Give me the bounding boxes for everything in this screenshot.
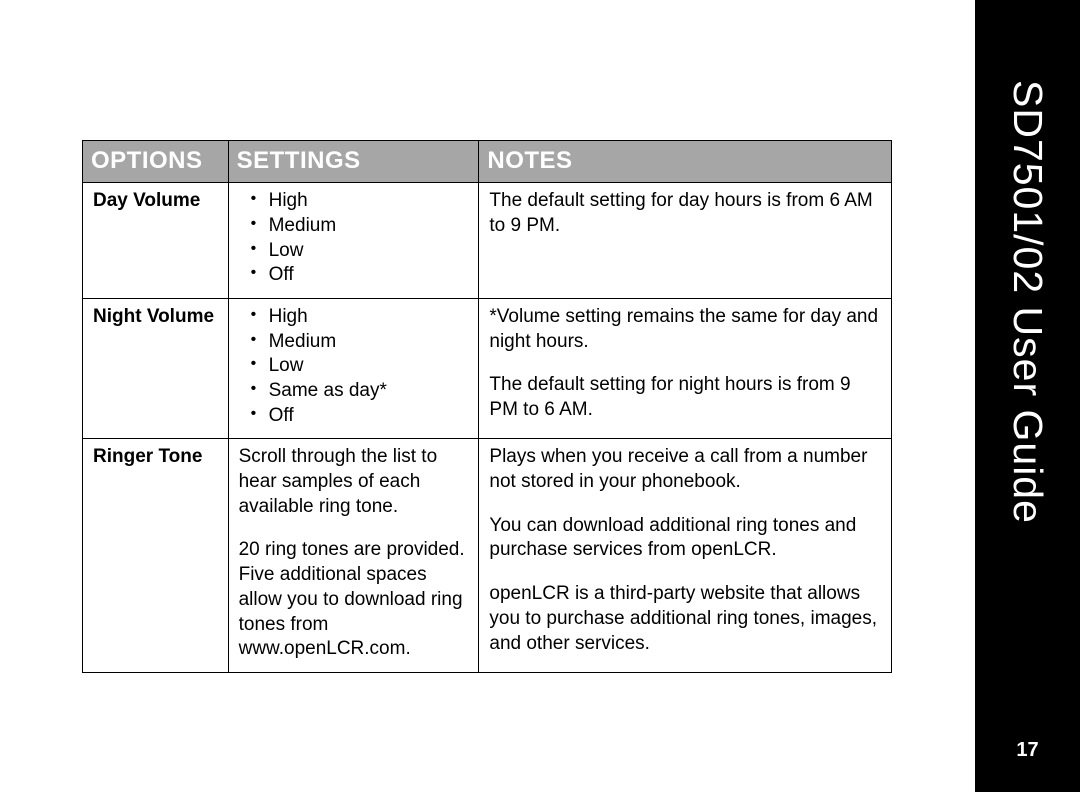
document-title: SD7501/02 User Guide bbox=[1004, 80, 1051, 524]
option-label: Day Volume bbox=[83, 183, 229, 299]
settings-text: 20 ring tones are provided. bbox=[239, 538, 471, 563]
settings-cell: High Medium Low Off bbox=[228, 183, 479, 299]
settings-text: Scroll through the list to hear samples … bbox=[239, 445, 471, 519]
list-item: Low bbox=[257, 239, 471, 264]
header-settings: SETTINGS bbox=[228, 141, 479, 183]
table-header-row: OPTIONS SETTINGS NOTES bbox=[83, 141, 892, 183]
page-number: 17 bbox=[1016, 739, 1038, 762]
list-item: Same as day* bbox=[257, 379, 471, 404]
note-text: *Volume setting remains the same for day… bbox=[489, 305, 883, 354]
notes-cell: Plays when you receive a call from a num… bbox=[479, 439, 892, 673]
list-item: Off bbox=[257, 404, 471, 429]
page: SD7501/02 User Guide 17 OPTIONS SETTINGS… bbox=[0, 0, 1080, 792]
note-text: The default setting for night hours is f… bbox=[489, 373, 883, 422]
settings-text: Five additional spaces allow you to down… bbox=[239, 563, 471, 662]
options-table: OPTIONS SETTINGS NOTES Day Volume High M… bbox=[82, 140, 892, 673]
settings-list: High Medium Low Off bbox=[239, 189, 471, 288]
list-item: Low bbox=[257, 354, 471, 379]
note-text: Plays when you receive a call from a num… bbox=[489, 445, 883, 494]
table-row: Day Volume High Medium Low Off The defau… bbox=[83, 183, 892, 299]
settings-cell: High Medium Low Same as day* Off bbox=[228, 298, 479, 438]
list-item: Medium bbox=[257, 330, 471, 355]
notes-cell: The default setting for day hours is fro… bbox=[479, 183, 892, 299]
header-options: OPTIONS bbox=[83, 141, 229, 183]
header-notes: NOTES bbox=[479, 141, 892, 183]
list-item: Medium bbox=[257, 214, 471, 239]
note-text: You can download additional ring tones a… bbox=[489, 514, 883, 563]
option-label: Night Volume bbox=[83, 298, 229, 438]
option-label: Ringer Tone bbox=[83, 439, 229, 673]
settings-cell: Scroll through the list to hear samples … bbox=[228, 439, 479, 673]
notes-cell: *Volume setting remains the same for day… bbox=[479, 298, 892, 438]
list-item: High bbox=[257, 189, 471, 214]
list-item: Off bbox=[257, 263, 471, 288]
table-row: Night Volume High Medium Low Same as day… bbox=[83, 298, 892, 438]
sidebar: SD7501/02 User Guide 17 bbox=[975, 0, 1080, 792]
note-text: openLCR is a third-party website that al… bbox=[489, 582, 883, 656]
note-text: The default setting for day hours is fro… bbox=[489, 189, 883, 238]
content-area: OPTIONS SETTINGS NOTES Day Volume High M… bbox=[82, 140, 892, 673]
table-row: Ringer Tone Scroll through the list to h… bbox=[83, 439, 892, 673]
settings-list: High Medium Low Same as day* Off bbox=[239, 305, 471, 428]
list-item: High bbox=[257, 305, 471, 330]
